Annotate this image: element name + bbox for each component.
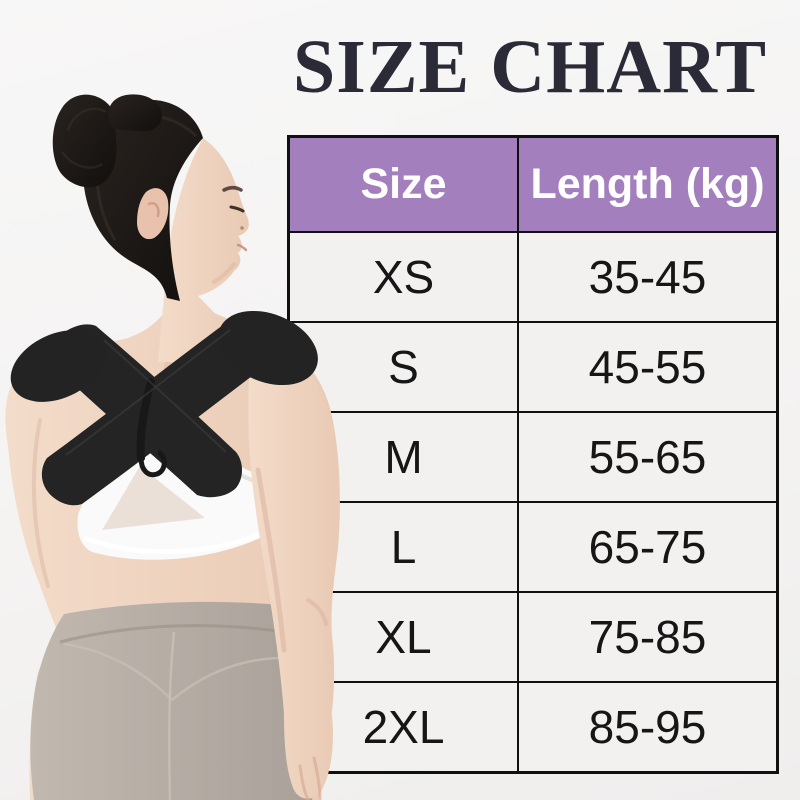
hair-bun bbox=[52, 94, 117, 188]
yoke-seam-left bbox=[63, 642, 173, 701]
adjuster-strap bbox=[136, 378, 155, 462]
lip-line bbox=[236, 243, 248, 252]
left-arm-crease bbox=[31, 418, 50, 588]
posture-corrector bbox=[10, 310, 318, 506]
bun-swirl bbox=[60, 107, 107, 169]
model-head bbox=[52, 94, 249, 362]
adjuster-hook bbox=[138, 450, 167, 478]
hair-bun-knot bbox=[108, 94, 163, 132]
ear bbox=[137, 188, 169, 240]
length-cell: 85-95 bbox=[519, 683, 776, 771]
header-cell-length: Length (kg) bbox=[519, 138, 776, 231]
length-cell: 55-65 bbox=[519, 413, 776, 501]
length-cell: 45-55 bbox=[519, 323, 776, 411]
right-arm-skin bbox=[248, 334, 338, 799]
right-arm bbox=[248, 334, 338, 800]
face-profile bbox=[158, 138, 249, 362]
center-seam bbox=[167, 631, 176, 800]
length-cell: 75-85 bbox=[519, 593, 776, 681]
nostril bbox=[240, 226, 244, 230]
size-chart-table: Size Length (kg) XS 35-45 S 45-55 M 55-6… bbox=[287, 135, 779, 774]
leggings-body bbox=[30, 601, 317, 800]
size-cell: S bbox=[290, 323, 517, 411]
arm-inner-shading bbox=[255, 467, 287, 653]
size-cell: XS bbox=[290, 233, 517, 321]
mesh-panel bbox=[102, 466, 205, 530]
leggings bbox=[30, 601, 317, 800]
eyelash bbox=[229, 205, 245, 213]
elbow-crease bbox=[306, 598, 328, 626]
waistband-seam bbox=[59, 624, 299, 644]
strap-highlight bbox=[65, 329, 231, 456]
eyebrow bbox=[222, 186, 243, 192]
length-cell: 65-75 bbox=[519, 503, 776, 591]
bra-band-seam bbox=[83, 525, 274, 555]
shoulder-pad-right bbox=[218, 310, 318, 386]
page-title: SIZE CHART bbox=[292, 25, 768, 109]
shoulder-pad-left bbox=[10, 330, 106, 402]
finger-lines bbox=[298, 756, 322, 800]
ear-inner-line bbox=[147, 202, 160, 218]
jaw-shading bbox=[212, 262, 236, 284]
length-cell: 35-45 bbox=[519, 233, 776, 321]
header-cell-size: Size bbox=[290, 138, 517, 231]
